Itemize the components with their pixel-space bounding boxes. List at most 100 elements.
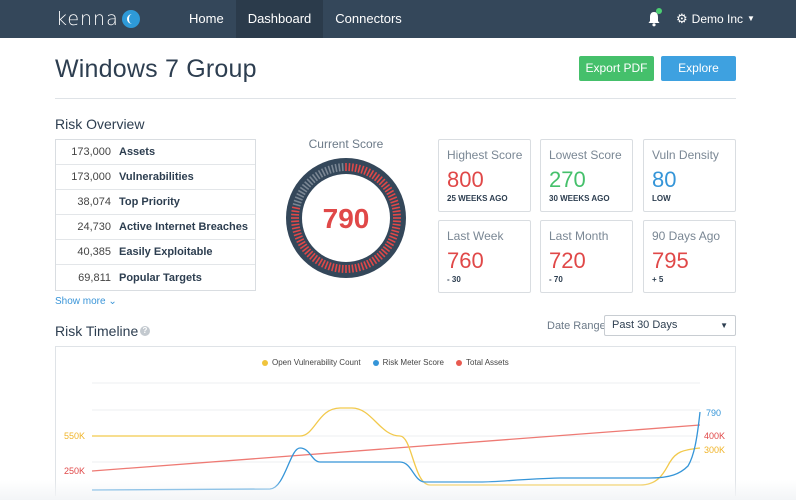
legend-item[interactable]: Risk Meter Score (372, 358, 445, 367)
stats-label: Easily Exploitable (119, 246, 213, 258)
export-pdf-button[interactable]: Export PDF (579, 56, 654, 81)
gauge-tick (354, 163, 358, 173)
risk-timeline-title: Risk Timeline (55, 323, 139, 339)
date-range-select[interactable]: Past 30 Days ▼ (604, 315, 736, 336)
gauge-tick (296, 238, 305, 244)
explore-button[interactable]: Explore (661, 56, 736, 81)
gauge-tick (327, 262, 332, 271)
gauge-tick (291, 220, 300, 223)
legend-label: Total Assets (466, 358, 509, 367)
gauge-tick (391, 226, 401, 230)
legend-item[interactable]: Total Assets (456, 358, 509, 367)
account-menu[interactable]: ⚙ Demo Inc ▼ (676, 0, 755, 38)
gauge-tick (382, 183, 391, 191)
gauge-tick (320, 168, 326, 177)
gauge-tick (330, 164, 335, 173)
help-icon[interactable]: ? (140, 326, 150, 336)
gauge-tick (351, 264, 354, 273)
gauge-tick (376, 252, 383, 260)
gauge-tick (338, 264, 341, 273)
gauge-tick (291, 210, 300, 213)
gauge-tick (292, 202, 301, 207)
nav-connectors[interactable]: Connectors (335, 11, 402, 26)
page-title: Windows 7 Group (55, 55, 257, 83)
current-score-label: Current Score (308, 137, 384, 151)
last-week-card[interactable]: Last Week 760 - 30 (438, 220, 531, 293)
gauge-tick (373, 254, 381, 263)
show-more-link[interactable]: Show more ⌄ (55, 296, 117, 307)
stats-row[interactable]: 24,730 Active Internet Breaches (56, 215, 255, 240)
gauge-tick (380, 181, 388, 188)
lowest-score-card[interactable]: Lowest Score 270 30 WEEKS AGO (540, 139, 633, 212)
gauge-tick (294, 196, 303, 201)
chevron-down-icon: ▼ (747, 14, 755, 23)
gauge-tick (348, 163, 351, 172)
gauge-tick (291, 226, 301, 230)
card-value: 800 (447, 167, 484, 192)
card-subtitle: 25 WEEKS AGO (447, 194, 508, 203)
end-label-risk-score: 790 (706, 408, 722, 418)
gauge-tick (304, 248, 312, 255)
legend-dot (372, 359, 379, 366)
nav-dashboard[interactable]: Dashboard (235, 0, 324, 38)
stats-row[interactable]: 173,000 Vulnerabilities (56, 165, 255, 190)
date-range-label: Date Range (547, 320, 606, 332)
gauge-tick (392, 220, 401, 223)
stats-label: Popular Targets (119, 271, 202, 284)
stats-row[interactable]: 173,000 Assets (56, 140, 255, 165)
stats-label: Active Internet Breaches (119, 221, 248, 233)
gauge-tick (354, 263, 358, 273)
gauge-tick (390, 199, 399, 204)
gauge-tick (317, 258, 324, 267)
card-subtitle: + 5 (652, 275, 664, 284)
account-name: Demo Inc (691, 12, 744, 26)
gauge-tick (373, 173, 381, 182)
card-title: 90 Days Ago (652, 229, 721, 243)
bell-icon[interactable] (647, 11, 661, 27)
gauge-tick (376, 176, 383, 184)
end-label-total-assets: 400K (704, 431, 726, 441)
nav-home[interactable]: Home (189, 11, 224, 26)
card-title: Lowest Score (549, 148, 622, 162)
gauge-tick (368, 258, 375, 267)
gauge-tick (301, 183, 310, 191)
gauge-tick (291, 223, 300, 226)
gauge-tick (296, 192, 305, 198)
kenna-logo[interactable]: kenna (56, 8, 140, 30)
stats-row[interactable]: 40,385 Easily Exploitable (56, 240, 255, 265)
gauge-tick (371, 256, 378, 265)
gauge-tick (297, 240, 306, 247)
gauge-tick (368, 169, 375, 178)
stats-value: 173,000 (71, 146, 111, 158)
stats-value: 69,811 (78, 271, 111, 284)
card-value: 80 (652, 167, 677, 192)
gauge-tick (311, 173, 319, 182)
risk-overview-title: Risk Overview (55, 116, 145, 132)
gauge-tick (291, 213, 300, 216)
gauge-tick (291, 206, 301, 210)
stats-label: Assets (119, 146, 156, 158)
y-label-250k: 250K (64, 466, 86, 476)
gauge-ticks (291, 163, 401, 273)
legend-item[interactable]: Open Vulnerability Count (262, 358, 361, 367)
risk-stats-table: 173,000 Assets 173,000 Vulnerabilities 3… (55, 139, 256, 291)
last-month-card[interactable]: Last Month 720 - 70 (540, 220, 633, 293)
end-label-vuln-count: 300K (704, 445, 726, 455)
vuln-density-card[interactable]: Vuln Density 80 LOW (643, 139, 736, 212)
90-days-ago-card[interactable]: 90 Days Ago 795 + 5 (643, 220, 736, 293)
stats-row[interactable]: 69,811 Popular Targets (56, 265, 255, 290)
notification-dot (656, 8, 662, 14)
gauge-tick (378, 250, 386, 258)
stats-row[interactable]: 38,074 Top Priority (56, 190, 255, 215)
gauge-tick (378, 178, 386, 186)
series-open-vulnerability-count (92, 407, 701, 486)
stats-value: 24,730 (77, 221, 111, 233)
legend-label: Risk Meter Score (382, 358, 445, 367)
gauge-tick (299, 243, 308, 250)
legend-dot (456, 359, 463, 366)
gauge-tick (304, 181, 312, 188)
series-risk-meter-score (91, 411, 701, 491)
highest-score-card[interactable]: Highest Score 800 25 WEEKS AGO (438, 139, 531, 212)
gauge-tick (363, 166, 368, 175)
logo-text: kenna (56, 8, 119, 30)
